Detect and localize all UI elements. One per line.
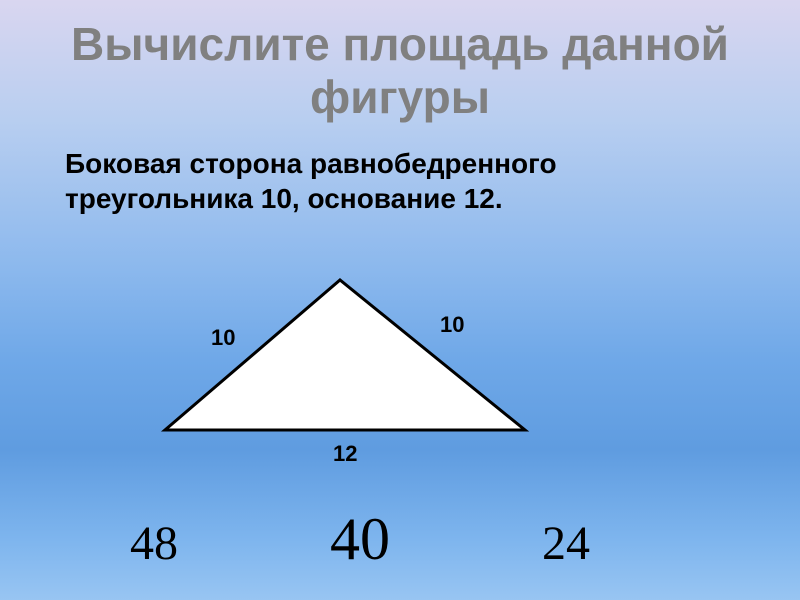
triangle-figure: 10 10 12 [145, 270, 545, 470]
triangle-svg [145, 270, 545, 470]
answer-option-3[interactable]: 24 [542, 516, 590, 571]
right-side-label: 10 [440, 312, 464, 338]
title-line2: фигуры [310, 71, 490, 123]
slide-title: Вычислите площадь данной фигуры [0, 0, 800, 124]
left-side-label: 10 [211, 325, 235, 351]
answer-option-2[interactable]: 40 [330, 505, 390, 574]
answer-options: 48 40 24 [130, 505, 590, 574]
title-line1: Вычислите площадь данной [71, 18, 729, 70]
triangle-shape [165, 280, 525, 430]
base-label: 12 [333, 441, 357, 467]
problem-description: Боковая сторона равнобедренного треуголь… [0, 124, 800, 216]
answer-option-1[interactable]: 48 [130, 516, 178, 571]
